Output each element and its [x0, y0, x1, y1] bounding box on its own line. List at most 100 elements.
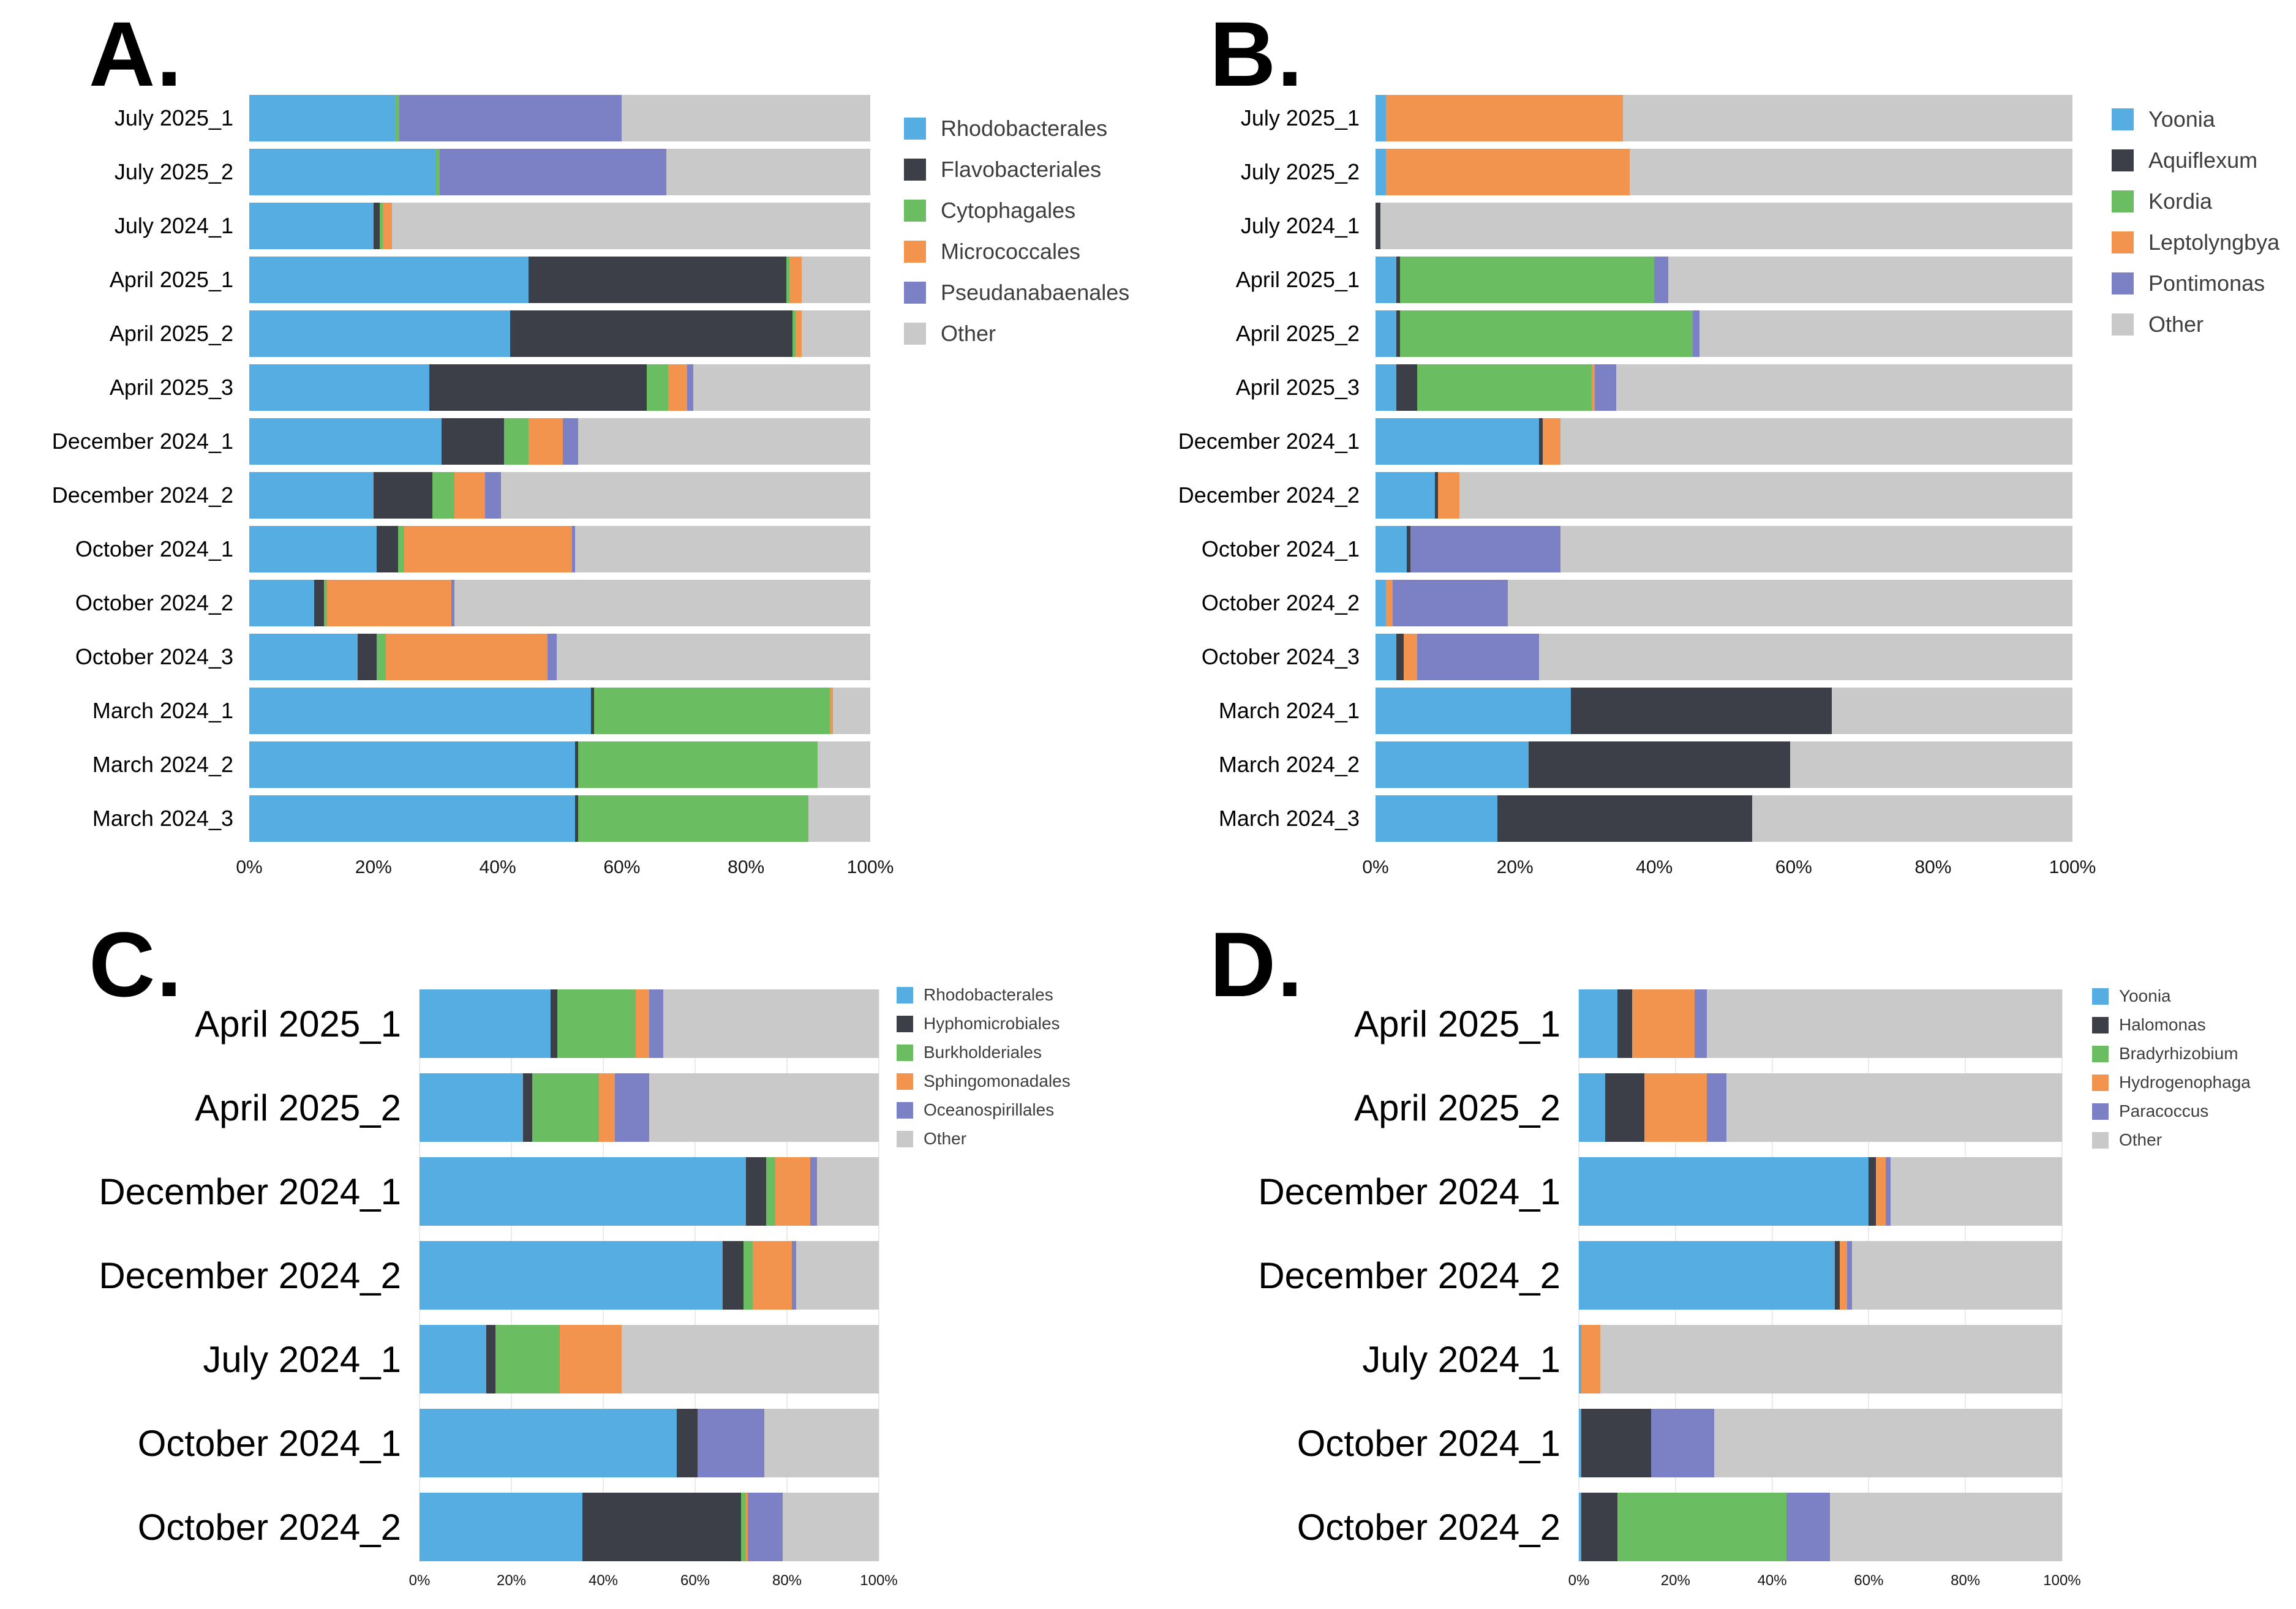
panel-c-x-axis: 0% 20% 40% 60% 80% 100%	[409, 1572, 898, 1599]
legend-item: Flavobacteriales	[904, 157, 1129, 182]
chart-row: October 2024_2	[24, 1493, 879, 1561]
bar-segment-yoonia	[1376, 310, 1397, 357]
bar-segment-bradyrhizobium	[1617, 1493, 1787, 1561]
panel-a-bars: July 2025_1 July 2025_2 July 2024_1 April 2…	[24, 95, 870, 849]
bar-segment-flavobacteriales	[373, 203, 380, 249]
legend-label: Leptolyngbya	[2148, 230, 2280, 255]
chart-row: March 2024_2	[24, 741, 870, 788]
bar-segment-hydrogenophaga	[1840, 1241, 1847, 1310]
legend-label: Flavobacteriales	[941, 157, 1102, 182]
panel-a-letter: A.	[89, 2, 183, 105]
chart-row: July 2025_1	[24, 95, 870, 141]
bar-segment-pseudanabaenales	[687, 364, 693, 411]
bar-segment-micrococcales	[830, 688, 834, 734]
category-label: March 2024_2	[92, 752, 233, 777]
panel-b-x-axis: 0% 20% 40% 60% 80% 100%	[1362, 857, 2096, 884]
bar-segment-paracoccus	[1846, 1241, 1852, 1310]
legend-item: Rhodobacterales	[904, 116, 1129, 141]
legend-label: Sphingomonadales	[924, 1071, 1071, 1090]
legend-swatch-hyphomicrobiales	[897, 1015, 913, 1032]
bar-segment-yoonia	[1579, 1157, 1869, 1226]
bar-segment-other	[1726, 1073, 2062, 1142]
bar-segment-hydrogenophaga	[1632, 989, 1695, 1058]
bar-segment-rhodobacterales	[249, 203, 374, 249]
legend-swatch-other	[2112, 313, 2134, 336]
bar-segment-other	[622, 1325, 879, 1393]
legend-item: Bradyrhizobium	[2092, 1044, 2251, 1063]
legend-item: Pontimonas	[2112, 271, 2279, 296]
legend-item: Oceanospirillales	[897, 1100, 1071, 1120]
bar-segment-kordia	[1399, 310, 1693, 357]
stacked-bar	[249, 741, 870, 788]
bar-segment-pseudanabaenales	[485, 472, 501, 519]
panel-a: A. July 2025_1 July 2025_2 July 2024_1 Apri…	[24, 2, 1164, 900]
bar-segment-pontimonas	[1410, 526, 1560, 572]
bar-segment-other	[1790, 741, 2072, 788]
bar-segment-burkholderiales	[557, 989, 636, 1058]
category-label: October 2024_1	[1201, 536, 1360, 561]
bar-segment-other	[1668, 257, 2072, 303]
chart-row: July 2024_1	[24, 1325, 879, 1393]
legend-label: Hydrogenophaga	[2119, 1073, 2251, 1092]
legend-swatch-rhodobacterales	[904, 118, 926, 140]
stacked-bar	[249, 364, 870, 411]
bar-segment-other	[764, 1409, 879, 1477]
stacked-bar	[249, 310, 870, 357]
category-label: October 2024_2	[75, 590, 233, 615]
category-label: April 2025_2	[109, 321, 233, 346]
bar-segment-rhodobacterales	[420, 1409, 677, 1477]
bar-segment-rhodobacterales	[420, 1157, 746, 1226]
chart-row: October 2024_1	[24, 1409, 879, 1477]
bar-segment-pontimonas	[1654, 257, 1668, 303]
chart-row: April 2025_1	[1167, 257, 2072, 303]
stacked-bar	[1376, 472, 2072, 519]
chart-row: March 2024_2	[1167, 741, 2072, 788]
bar-segment-cytophagales	[376, 634, 386, 680]
panel-c-legend: Rhodobacterales Hyphomicrobiales Burkholde…	[897, 985, 1071, 1158]
legend-item: Other	[2112, 312, 2279, 337]
bar-segment-micrococcales	[796, 310, 802, 357]
bar-segment-cytophagales	[398, 526, 405, 572]
bar-segment-burkholderiales	[741, 1493, 746, 1561]
bar-segment-sphingomonadales	[745, 1493, 748, 1561]
bar-segment-micrococcales	[386, 634, 548, 680]
panel-a-legend: Rhodobacterales Flavobacteriales Cytophaga…	[904, 116, 1129, 362]
stacked-bar	[249, 95, 870, 141]
legend-swatch-other	[904, 323, 926, 345]
bar-segment-other	[1830, 1493, 2062, 1561]
bar-segment-rhodobacterales	[420, 1493, 583, 1561]
bar-segment-other	[1539, 634, 2072, 680]
category-label: April 2025_1	[1235, 267, 1360, 292]
axis-tick-label: 0%	[1568, 1572, 1590, 1589]
category-label: April 2025_2	[1354, 1087, 1560, 1128]
chart-row: July 2025_2	[1167, 149, 2072, 195]
bar-segment-other	[1699, 310, 2072, 357]
legend-label: Pseudanabaenales	[941, 280, 1130, 305]
bar-segment-hydrogenophaga	[1644, 1073, 1707, 1142]
category-label: July 2024_1	[114, 213, 233, 238]
bar-segment-yoonia	[1376, 580, 1387, 626]
bar-segment-leptolyngbya	[1403, 634, 1418, 680]
bar-segment-micrococcales	[668, 364, 687, 411]
stacked-bar	[1376, 149, 2072, 195]
stacked-bar	[249, 688, 870, 734]
bar-segment-leptolyngbya	[1438, 472, 1459, 519]
stacked-bar	[249, 149, 870, 195]
chart-row: April 2025_2	[24, 1073, 879, 1142]
bar-segment-flavobacteriales	[529, 257, 787, 303]
bar-segment-other	[454, 580, 870, 626]
bar-segment-other	[1832, 688, 2072, 734]
chart-row: April 2025_3	[1167, 364, 2072, 411]
bar-segment-hyphomicrobiales	[522, 1073, 532, 1142]
legend-item: Halomonas	[2092, 1015, 2251, 1035]
category-label: April 2025_3	[1235, 375, 1360, 400]
legend-item: Sphingomonadales	[897, 1071, 1071, 1091]
panel-d: D. April 2025_1 April 2025_2 December 2024…	[1167, 905, 2296, 1609]
bar-segment-cytophagales	[578, 741, 818, 788]
bar-segment-aquiflexum	[1539, 418, 1543, 465]
bar-segment-micrococcales	[454, 472, 486, 519]
bar-segment-other	[833, 688, 870, 734]
legend-label: Kordia	[2148, 189, 2213, 214]
legend-label: Cytophagales	[941, 198, 1076, 223]
legend-swatch-burkholderiales	[897, 1044, 913, 1061]
